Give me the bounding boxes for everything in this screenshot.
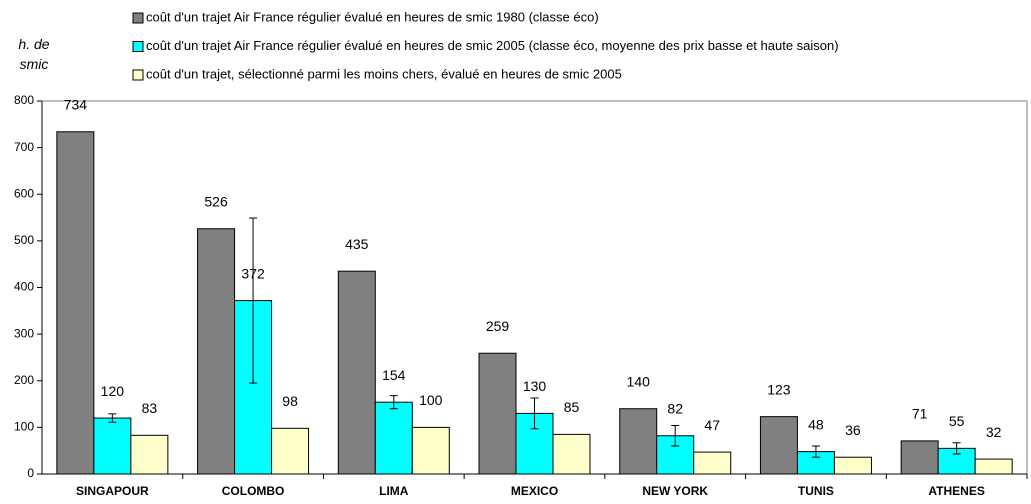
bar <box>974 458 1013 475</box>
bar <box>271 427 310 475</box>
y-tick-label: 600 <box>14 186 34 200</box>
legend-label: coût d'un trajet Air France régulier éva… <box>146 38 839 53</box>
value-label: 130 <box>523 378 547 394</box>
bar <box>130 434 169 475</box>
legend-swatch <box>132 69 144 81</box>
bar <box>93 417 132 475</box>
x-tick-label: ATHENES <box>928 484 984 498</box>
value-label: 526 <box>204 193 228 209</box>
x-tick-label: TUNIS <box>798 484 834 498</box>
y-tick-label: 100 <box>14 420 34 434</box>
value-label: 82 <box>667 400 683 416</box>
bar <box>619 408 658 475</box>
bar <box>411 426 450 475</box>
value-label: 100 <box>419 392 443 408</box>
x-tick-label: COLOMBO <box>222 484 285 498</box>
y-tick-label: 0 <box>27 466 34 480</box>
legend-label: coût d'un trajet Air France régulier éva… <box>146 9 599 24</box>
bar <box>56 131 95 475</box>
value-label: 48 <box>808 416 824 432</box>
x-tick-label: NEW YORK <box>642 484 708 498</box>
value-label: 734 <box>64 96 88 112</box>
y-tick-label: 300 <box>14 326 34 340</box>
bar <box>197 228 236 475</box>
value-label: 47 <box>704 417 720 433</box>
y-tick-label: 700 <box>14 140 34 154</box>
value-label: 154 <box>382 367 406 383</box>
value-label: 55 <box>949 413 965 429</box>
value-label: 98 <box>282 393 298 409</box>
value-label: 32 <box>986 424 1002 440</box>
x-tick-label: SINGAPOUR <box>76 484 149 498</box>
value-label: 123 <box>767 381 791 397</box>
y-tick-label: 800 <box>14 93 34 107</box>
value-label: 85 <box>564 399 580 415</box>
y-tick-label: 500 <box>14 233 34 247</box>
value-label: 372 <box>241 265 265 281</box>
y-tick-label: 400 <box>14 280 34 294</box>
value-label: 259 <box>486 318 510 334</box>
bar <box>759 416 798 475</box>
legend-swatch <box>132 12 144 24</box>
x-tick-label: MEXICO <box>511 484 558 498</box>
bar <box>234 300 273 475</box>
value-label: 71 <box>912 406 928 422</box>
value-label: 83 <box>142 400 158 416</box>
bar <box>900 440 939 475</box>
legend-label: coût d'un trajet, sélectionné parmi les … <box>146 66 622 81</box>
bar <box>693 451 732 475</box>
value-label: 435 <box>345 236 369 252</box>
value-label: 140 <box>627 373 651 389</box>
bar <box>374 401 413 475</box>
bar <box>552 433 591 475</box>
legend-swatch <box>132 41 144 52</box>
bar <box>478 352 517 475</box>
value-label: 36 <box>845 422 861 438</box>
x-tick-label: LIMA <box>379 484 409 498</box>
y-axis-label: h. de smic <box>18 36 50 72</box>
bar <box>833 456 872 475</box>
y-tick-label: 200 <box>14 373 34 387</box>
bar <box>337 270 376 475</box>
value-label: 120 <box>101 383 125 399</box>
